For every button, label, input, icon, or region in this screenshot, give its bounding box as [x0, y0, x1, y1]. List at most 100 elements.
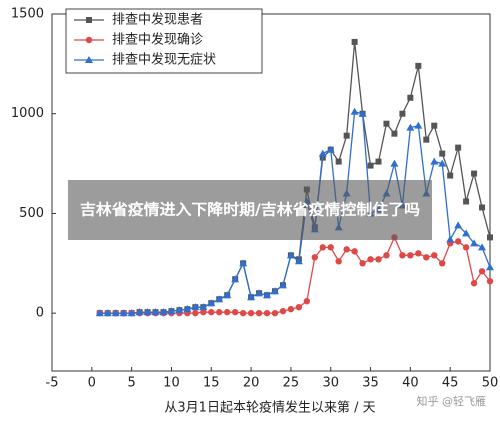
data-point — [446, 235, 455, 243]
data-point — [423, 254, 430, 261]
data-point — [318, 149, 327, 157]
data-point — [319, 244, 326, 251]
data-point — [191, 303, 200, 311]
data-point — [406, 123, 415, 131]
data-point — [192, 309, 199, 317]
data-point — [208, 308, 215, 316]
data-point — [399, 110, 406, 117]
data-point — [470, 239, 479, 247]
data-point — [367, 256, 374, 263]
data-point — [359, 260, 366, 267]
legend-label: 排查中发现无症状 — [112, 52, 216, 68]
data-point — [383, 252, 390, 259]
data-point — [478, 268, 486, 275]
data-point — [239, 309, 247, 317]
data-point — [350, 107, 359, 115]
data-point — [399, 252, 406, 259]
data-point — [279, 307, 287, 315]
x-tick-label: 30 — [322, 376, 339, 391]
data-point — [167, 307, 176, 315]
legend-label: 排查中发现确诊 — [112, 32, 203, 48]
data-point — [351, 38, 358, 45]
data-point — [414, 121, 423, 129]
overlay-banner — [68, 180, 432, 240]
data-point — [375, 158, 382, 165]
data-point — [224, 308, 231, 316]
data-point — [367, 162, 374, 169]
data-point — [255, 309, 263, 317]
data-point — [295, 303, 303, 311]
data-point — [335, 158, 342, 165]
data-point — [463, 198, 470, 205]
data-point — [431, 252, 438, 259]
data-point — [478, 243, 487, 251]
x-tick-label: 40 — [402, 376, 419, 391]
data-point — [327, 244, 334, 251]
data-point — [247, 309, 255, 317]
x-tick-label: 25 — [283, 376, 300, 391]
data-point — [159, 308, 168, 316]
data-point — [326, 145, 335, 153]
x-tick-label: 5 — [127, 376, 135, 391]
data-point — [486, 263, 494, 271]
overlay-title: 吉林省疫情进入下降时期/吉林省疫情控制住了吗 — [80, 201, 420, 219]
data-point — [407, 94, 414, 101]
data-point — [135, 308, 144, 316]
legend-marker — [85, 36, 93, 44]
data-point — [479, 204, 486, 211]
data-point — [287, 305, 295, 313]
data-point — [119, 309, 128, 317]
data-point — [263, 291, 272, 299]
x-axis-label: 从3月1日起本轮疫情发生以来第 / 天 — [164, 400, 375, 416]
data-point — [375, 256, 382, 263]
data-point — [415, 62, 422, 69]
data-point — [438, 159, 447, 167]
data-point — [207, 299, 216, 307]
data-point — [343, 132, 350, 139]
data-point — [431, 122, 438, 129]
y-tick-label: 1500 — [11, 7, 44, 22]
data-point — [391, 130, 398, 137]
data-point — [303, 297, 311, 305]
data-point — [255, 289, 264, 297]
watermark: 知乎 @轻飞雁 — [417, 394, 487, 408]
data-point — [311, 254, 318, 261]
data-point — [200, 308, 207, 316]
data-point — [471, 170, 478, 177]
data-point — [486, 278, 494, 285]
data-point — [423, 136, 430, 143]
data-point — [407, 252, 414, 259]
data-point — [278, 281, 287, 289]
data-point — [270, 287, 279, 295]
data-point — [454, 238, 462, 245]
data-point — [383, 120, 390, 127]
data-point — [454, 221, 463, 229]
data-point — [439, 150, 446, 157]
data-point — [231, 308, 239, 316]
data-point — [199, 303, 208, 311]
x-tick-label: 15 — [203, 376, 220, 391]
x-tick-label: 45 — [442, 376, 459, 391]
data-point — [111, 309, 120, 317]
data-point — [247, 293, 256, 301]
data-point — [223, 291, 232, 299]
data-point — [415, 250, 422, 257]
data-point — [455, 144, 462, 151]
data-point — [487, 234, 493, 241]
x-tick-label: 10 — [163, 376, 180, 391]
data-point — [462, 244, 470, 251]
legend-label: 排查中发现患者 — [112, 12, 203, 28]
data-point — [263, 309, 271, 317]
data-point — [143, 308, 152, 316]
data-point — [358, 109, 367, 117]
data-point — [175, 306, 184, 314]
data-point — [294, 257, 303, 265]
legend-marker — [86, 17, 92, 23]
legend-marker — [85, 56, 93, 63]
data-point — [430, 157, 439, 165]
data-point — [439, 260, 446, 267]
data-point — [151, 308, 160, 316]
x-tick-label: 20 — [243, 376, 260, 391]
series-line — [99, 41, 491, 314]
